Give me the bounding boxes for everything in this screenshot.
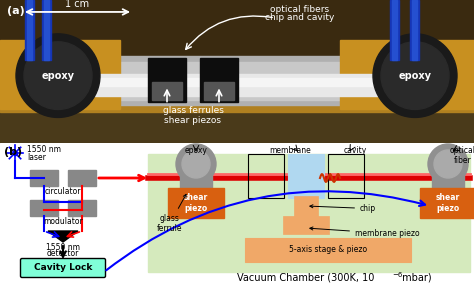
Bar [204,82,234,100]
Text: membrane piezo: membrane piezo [310,227,419,238]
Text: shear
piezo: shear piezo [184,193,208,213]
Bar [432,164,464,190]
Bar [0,56,474,106]
Text: −6: −6 [392,272,402,278]
Bar [420,188,474,218]
Bar [200,58,238,102]
Text: (b): (b) [4,147,22,157]
Circle shape [176,144,216,184]
Text: 1550 nm: 1550 nm [46,243,80,252]
Bar [410,0,419,60]
Bar [152,82,182,100]
Bar [42,0,51,60]
Bar [44,0,49,60]
Circle shape [182,150,210,178]
Text: membrane: membrane [269,146,311,155]
Bar [294,196,318,218]
Text: chip and cavity: chip and cavity [265,13,335,22]
Bar [68,170,96,186]
Bar [328,154,364,198]
FancyBboxPatch shape [20,259,106,277]
Bar [50,78,420,86]
Text: detector: detector [47,249,79,258]
Circle shape [381,42,449,110]
Bar [288,154,324,198]
Bar [0,40,120,110]
Circle shape [428,144,468,184]
Bar [245,238,411,262]
Text: epoxy: epoxy [42,71,74,81]
Bar [340,40,474,110]
Bar [25,0,34,60]
Text: glass
ferrule: glass ferrule [157,194,186,233]
Text: Vacuum Chamber (300K, 10: Vacuum Chamber (300K, 10 [237,273,374,283]
Text: optical fibers: optical fibers [271,5,329,14]
Bar [168,188,224,218]
Bar [390,0,399,60]
Bar [148,154,470,272]
Bar [283,216,329,234]
Circle shape [24,42,92,110]
Text: (a): (a) [7,6,25,16]
Bar [248,154,284,198]
Text: modulator: modulator [43,217,83,226]
Circle shape [434,150,462,178]
Text: circulator: circulator [45,187,81,196]
Bar [27,0,32,60]
Circle shape [373,34,457,118]
Text: epoxy: epoxy [399,71,431,81]
Text: mbar): mbar) [399,273,432,283]
Text: 1 cm: 1 cm [65,0,89,9]
Circle shape [16,34,100,118]
Bar [0,62,474,100]
Bar [68,200,96,216]
Text: 1550 nm: 1550 nm [27,146,61,154]
Text: 5-axis stage & piezo: 5-axis stage & piezo [289,245,367,255]
Bar [30,170,58,186]
Text: optical
fiber: optical fiber [450,146,474,165]
Text: shear
piezo: shear piezo [436,193,460,213]
Text: glass ferrules: glass ferrules [163,106,223,116]
Text: Cavity Lock: Cavity Lock [34,263,92,273]
Bar [392,0,397,60]
Bar [0,104,474,112]
Bar [148,58,186,102]
Text: chip: chip [310,204,376,213]
Polygon shape [48,231,78,242]
Bar [50,74,420,96]
Bar [412,0,417,60]
Text: laser: laser [27,154,46,162]
Text: shear piezos: shear piezos [164,116,221,126]
Text: cavity: cavity [343,146,366,155]
Bar [180,164,212,190]
Text: epoxy: epoxy [184,146,208,155]
Bar [30,200,58,216]
Bar [0,81,474,93]
Bar [0,0,474,58]
